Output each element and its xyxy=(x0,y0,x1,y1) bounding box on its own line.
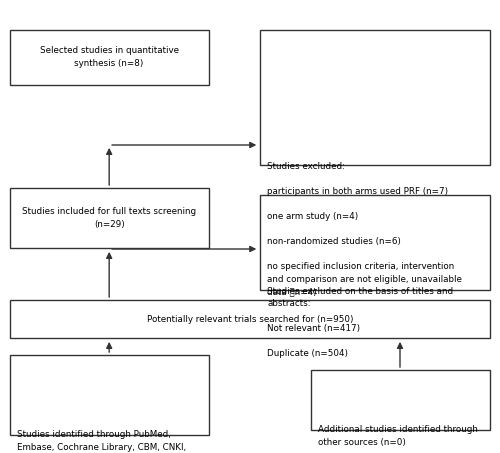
Text: Studies excluded on the basis of titles and
abstracts:

Not relevant (n=417)

Du: Studies excluded on the basis of titles … xyxy=(268,287,454,358)
Text: Studies included for full texts screening
(n=29): Studies included for full texts screenin… xyxy=(22,207,196,229)
FancyBboxPatch shape xyxy=(10,188,209,248)
Text: Studies excluded:

participants in both arms used PRF (n=7)

one arm study (n=4): Studies excluded: participants in both a… xyxy=(268,162,462,296)
FancyBboxPatch shape xyxy=(10,300,490,338)
Text: Potentially relevant trials searched for (n=950): Potentially relevant trials searched for… xyxy=(147,314,353,323)
Text: Selected studies in quantitative
synthesis (n=8): Selected studies in quantitative synthes… xyxy=(40,46,178,68)
Text: Studies identified through PubMed,
Embase, Cochrane Library, CBM, CNKI,
and Wanf: Studies identified through PubMed, Embas… xyxy=(18,430,186,453)
FancyBboxPatch shape xyxy=(10,30,209,85)
FancyBboxPatch shape xyxy=(260,195,490,290)
FancyBboxPatch shape xyxy=(260,30,490,165)
FancyBboxPatch shape xyxy=(10,355,209,435)
FancyBboxPatch shape xyxy=(311,370,490,430)
Text: Additional studies identified through
other sources (n=0): Additional studies identified through ot… xyxy=(318,425,478,447)
